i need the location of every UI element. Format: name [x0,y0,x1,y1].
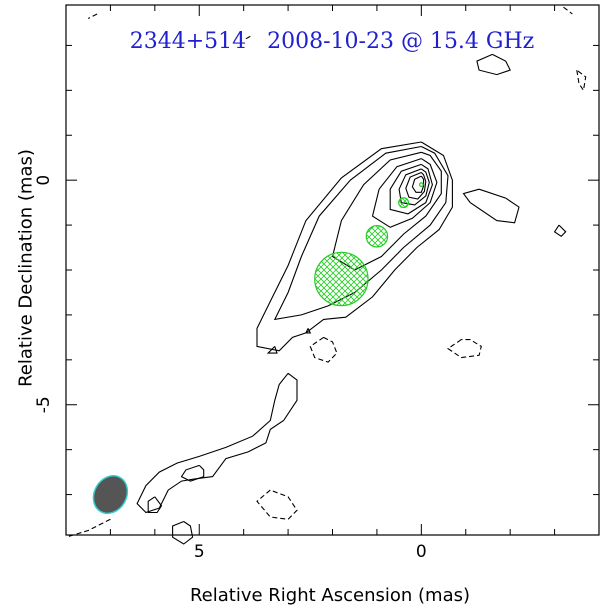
contour-lines [65,6,587,545]
contour-positive-12 [172,520,194,545]
x-tick-label: 0 [416,542,427,562]
contour-positive-15 [266,346,278,354]
contour-negative-2 [256,489,298,520]
model-components [314,182,424,307]
contour-positive-5 [398,168,430,206]
contour-positive-8 [462,188,520,224]
contour-negative-6 [87,13,98,19]
axis-ticks: 5 0 0 -5 [34,5,600,562]
model-component-1 [398,197,410,209]
contour-positive-6 [405,171,427,200]
model-component-0 [418,182,424,188]
y-tick-label: 0 [34,175,54,186]
contour-negative-0 [309,336,338,363]
model-component-3 [314,251,369,307]
y-axis-label: Relative Declination (mas) [15,149,37,387]
contour-positive-13 [476,53,511,76]
contour-positive-4 [389,163,433,215]
contour-positive-10 [180,464,205,482]
contour-positive-11 [147,496,163,514]
contour-negative-7 [245,35,251,40]
y-tick-label: -5 [34,396,54,413]
beam-ellipse [92,475,129,515]
contour-positive-2 [331,151,442,271]
contour-positive-3 [371,158,438,228]
contour-negative-3 [576,69,587,92]
contour-positive-0 [256,141,453,352]
contour-positive-9 [136,372,298,514]
contour-negative-1 [447,339,482,359]
contour-positive-14 [553,224,567,238]
x-axis-label: Relative Right Ascension (mas) [189,585,470,606]
beam-shape [92,475,129,515]
model-component-2 [365,225,389,248]
contour-negative-5 [563,6,573,15]
contour-positive-1 [273,145,449,321]
contour-positive-16 [305,328,312,334]
contour-positive-7 [411,175,425,193]
x-tick-label: 5 [194,542,205,562]
chart-title: 2344+514 2008-10-23 @ 15.4 GHz [130,29,535,54]
